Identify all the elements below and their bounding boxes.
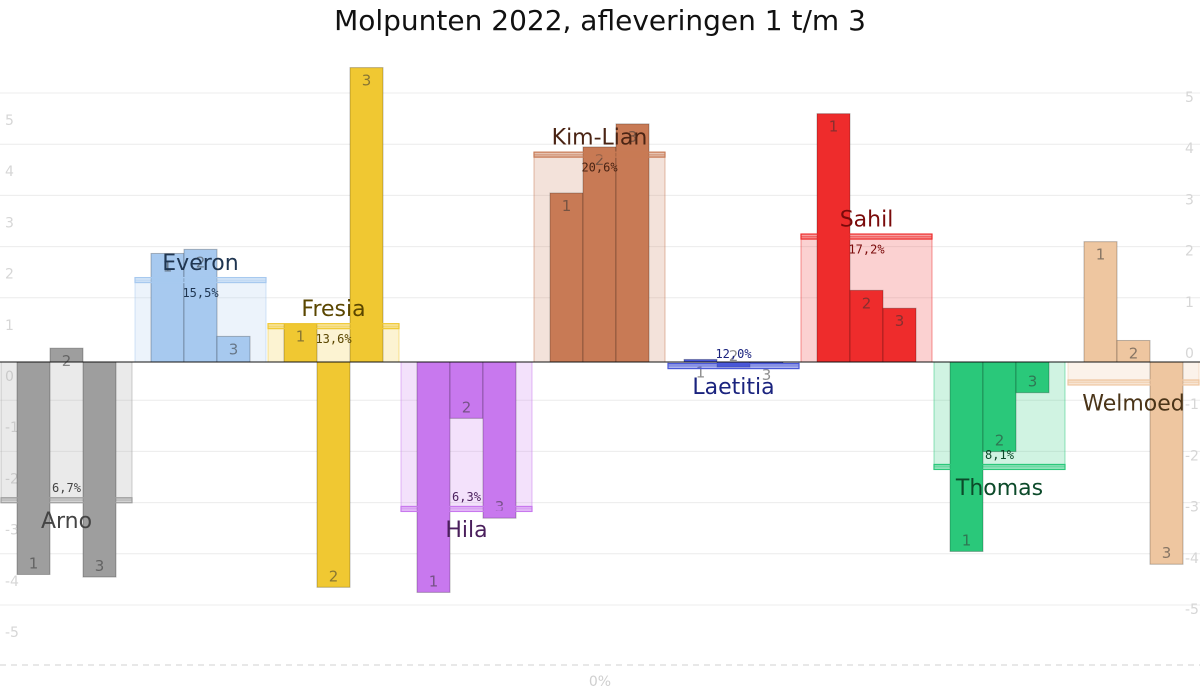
episode-bar [16, 361, 51, 575]
average-band [667, 362, 800, 370]
average-band [0, 497, 133, 504]
candidate-name-label: Hila [445, 518, 487, 543]
episode-bar [416, 361, 451, 593]
episode-number-label: 1 [562, 197, 572, 215]
episode-bar [82, 361, 117, 578]
candidate-name-label: Welmoed [1082, 391, 1185, 416]
chart-title: Molpunten 2022, afleveringen 1 t/m 3 [334, 4, 866, 37]
episode-number-label: 2 [595, 151, 605, 169]
episode-bar [216, 335, 251, 363]
episode-bar [1083, 241, 1118, 363]
episode-number-label: 1 [163, 257, 173, 275]
episode-bar [283, 323, 318, 363]
percentage-label: 17,2% [848, 243, 885, 257]
percentage-label: 15,5% [182, 286, 219, 300]
y-tick-label-right: -4 [1185, 551, 1199, 567]
episode-number-label: 3 [362, 72, 372, 90]
average-band [400, 505, 533, 513]
episode-number-label: 2 [995, 432, 1005, 450]
y-tick-label-left: -2 [5, 471, 19, 487]
episode-number-label: 3 [95, 557, 105, 575]
percentage-label: 13,6% [315, 332, 352, 346]
episode-bar [150, 252, 185, 363]
episode-bar [183, 248, 218, 363]
y-tick-label-right: 3 [1185, 192, 1194, 208]
candidate-name-label: Thomas [955, 476, 1043, 501]
episode-number-label: 1 [1096, 246, 1106, 264]
percentage-label: 6,3% [452, 490, 482, 504]
average-band [134, 276, 267, 284]
episode-number-label: 3 [762, 366, 772, 384]
episode-number-label: 1 [696, 363, 706, 381]
y-tick-label-left: 2 [5, 267, 14, 283]
candidate-name-label: Everon [162, 251, 238, 276]
episode-number-label: 2 [329, 567, 339, 585]
average-band [800, 233, 933, 240]
episode-number-label: 1 [429, 572, 439, 590]
episode-number-label: 1 [29, 554, 39, 572]
candidate-name-label: Fresia [301, 297, 365, 322]
percentage-label: 12,0% [715, 347, 752, 361]
episode-bar [549, 192, 584, 363]
episode-bar [482, 361, 517, 519]
y-tick-label-left: 1 [5, 318, 14, 334]
y-tick-label-right: 1 [1185, 295, 1194, 311]
episode-number-label: 2 [462, 398, 472, 416]
candidate-name-label: Kim-Lian [552, 126, 648, 151]
episode-number-label: 1 [829, 118, 839, 136]
episode-number-label: 3 [1162, 544, 1172, 562]
episode-number-label: 3 [895, 312, 905, 330]
percentage-label: 6,7% [52, 481, 82, 495]
episode-bar [949, 361, 984, 552]
episode-number-label: 3 [1028, 373, 1038, 391]
y-tick-label-left: -1 [5, 420, 19, 436]
percentage-label: 8,1% [985, 448, 1015, 462]
y-tick-label-left: -4 [5, 574, 19, 590]
episode-number-label: 3 [628, 128, 638, 146]
average-band [533, 151, 666, 158]
y-tick-label-left: 4 [5, 164, 14, 180]
episode-number-label: 2 [62, 352, 72, 370]
episode-number-label: 3 [229, 340, 239, 358]
episode-bar [615, 123, 650, 363]
candidate-name-label: Laetitia [692, 375, 774, 400]
percentage-label: 20,6% [581, 161, 618, 175]
x-axis-label: 0% [589, 674, 611, 690]
episode-bar [582, 146, 617, 363]
y-tick-label-left: 0 [5, 369, 14, 385]
episode-bar [349, 67, 384, 363]
episode-number-label: 2 [196, 253, 206, 271]
episode-number-label: 3 [495, 498, 505, 516]
y-tick-label-right: 4 [1185, 141, 1194, 157]
episode-number-label: 2 [729, 347, 739, 365]
y-tick-label-right: -3 [1185, 500, 1199, 516]
episode-bar [316, 361, 351, 588]
episode-bar [449, 361, 484, 419]
episode-number-label: 1 [296, 328, 306, 346]
average-band [933, 463, 1066, 471]
average-band [267, 323, 400, 330]
y-tick-label-left: 5 [5, 113, 14, 129]
y-tick-label-left: -3 [5, 523, 19, 539]
y-tick-label-right: 5 [1185, 90, 1194, 106]
episode-number-label: 2 [1129, 344, 1139, 362]
average-band [1067, 379, 1200, 386]
episode-number-label: 2 [862, 294, 872, 312]
y-tick-label-right: -2 [1185, 448, 1199, 464]
y-tick-label-left: -5 [5, 625, 19, 641]
y-tick-label-right: 2 [1185, 244, 1194, 260]
y-tick-label-left: 3 [5, 215, 14, 231]
candidate-name-label: Sahil [840, 208, 894, 233]
candidate-name-label: Arno [41, 509, 92, 534]
y-tick-label-right: 0 [1185, 346, 1194, 362]
episode-number-label: 1 [962, 531, 972, 549]
y-tick-label-right: -1 [1185, 397, 1199, 413]
y-tick-label-right: -5 [1185, 602, 1199, 618]
